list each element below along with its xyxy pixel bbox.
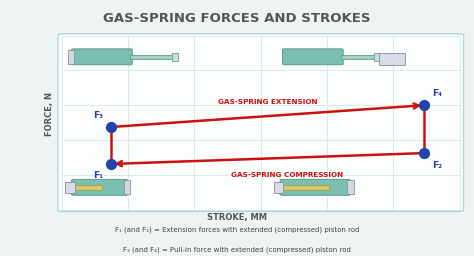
Bar xyxy=(130,55,173,59)
Text: GAS-SPRING COMPRESSION: GAS-SPRING COMPRESSION xyxy=(231,172,343,178)
Bar xyxy=(341,55,374,59)
Text: F₁: F₁ xyxy=(93,172,103,180)
Text: GAS-SPRING EXTENSION: GAS-SPRING EXTENSION xyxy=(218,99,318,105)
Bar xyxy=(374,53,380,61)
Bar xyxy=(282,185,329,190)
Text: F₃: F₃ xyxy=(93,111,103,120)
FancyBboxPatch shape xyxy=(283,49,343,65)
Bar xyxy=(124,180,130,195)
Bar xyxy=(65,182,75,193)
Text: STROKE, MM: STROKE, MM xyxy=(207,213,267,222)
Point xyxy=(420,151,428,155)
Bar xyxy=(347,180,354,195)
Text: F₄: F₄ xyxy=(432,89,443,98)
Text: FORCE, N: FORCE, N xyxy=(46,92,54,136)
Bar xyxy=(73,185,102,190)
Bar xyxy=(274,182,283,193)
Bar xyxy=(68,50,74,64)
Bar xyxy=(379,53,405,65)
Text: GAS-SPRING FORCES AND STROKES: GAS-SPRING FORCES AND STROKES xyxy=(103,12,371,25)
Text: F₂: F₂ xyxy=(432,161,443,169)
Point xyxy=(108,162,115,166)
FancyBboxPatch shape xyxy=(72,49,132,65)
FancyBboxPatch shape xyxy=(58,34,464,211)
Bar xyxy=(172,53,178,61)
Text: F₃ (and F₄) = Pull-in force with extended (compressed) piston rod: F₃ (and F₄) = Pull-in force with extende… xyxy=(123,246,351,253)
Text: F₁ (and F₂) = Extension forces with extended (compressed) piston rod: F₁ (and F₂) = Extension forces with exte… xyxy=(115,227,359,233)
FancyBboxPatch shape xyxy=(280,179,350,195)
Point xyxy=(108,125,115,129)
FancyBboxPatch shape xyxy=(72,179,128,195)
Point xyxy=(420,103,428,107)
